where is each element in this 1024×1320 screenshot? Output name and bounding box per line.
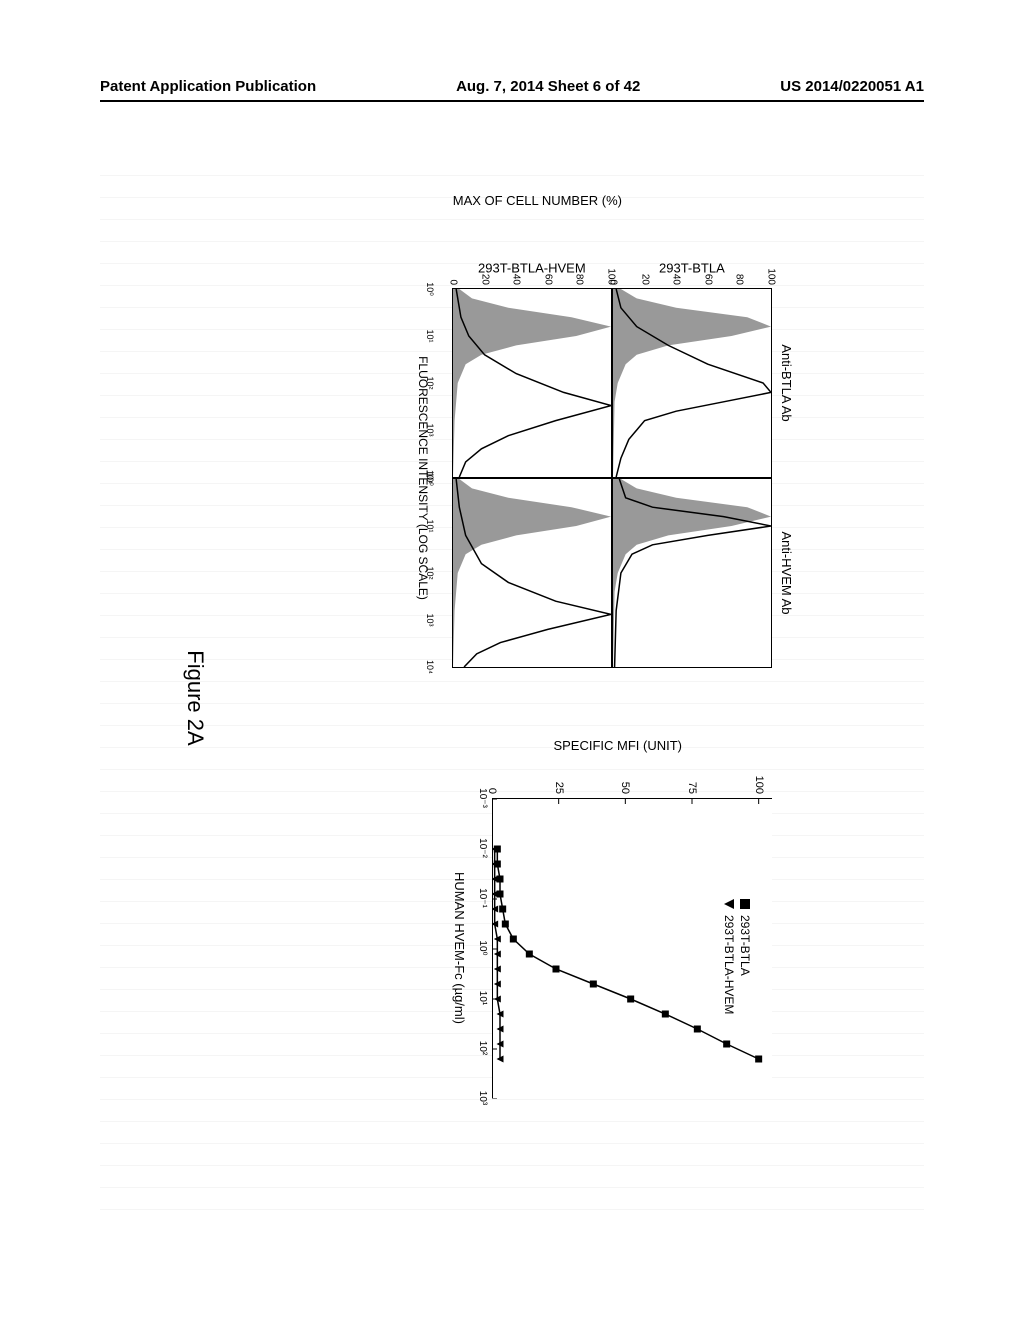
scatter-chart: SPECIFIC MFI (UNIT) 0255075100 293T-BTLA… [442, 748, 782, 1108]
scatter-plot-area: 293T-BTLA 293T-BTLA-HVEM [492, 798, 772, 1098]
scatter-y-axis-label: SPECIFIC MFI (UNIT) [553, 738, 682, 753]
header-center: Aug. 7, 2014 Sheet 6 of 42 [456, 78, 640, 95]
header-left: Patent Application Publication [100, 78, 316, 95]
hist-panel-11: 10⁰10¹10²10³10⁴ [452, 478, 612, 668]
hist-col-header-0: Anti-BTLA Ab [772, 288, 802, 478]
hist-panel-10: 020406080100 10⁰10¹10²10³10⁴ [452, 288, 612, 478]
hist-panel-01 [612, 478, 772, 668]
figure-label: Figure 2A [182, 650, 208, 745]
rotated-figure: MAX OF CELL NUMBER (%) Anti-BTLA Ab Anti… [162, 248, 862, 1148]
hist-panel-00: 020406080100 [612, 288, 772, 478]
histogram-group: MAX OF CELL NUMBER (%) Anti-BTLA Ab Anti… [442, 248, 802, 668]
hist-col-header-1: Anti-HVEM Ab [772, 478, 802, 668]
histogram-y-axis-label: MAX OF CELL NUMBER (%) [453, 193, 622, 208]
page-header: Patent Application Publication Aug. 7, 2… [0, 78, 1024, 95]
header-rule [100, 100, 924, 102]
scatter-x-axis-label: HUMAN HVEM-Fc (µg/ml) [452, 798, 467, 1098]
header-right: US 2014/0220051 A1 [780, 78, 924, 95]
figure-area: MAX OF CELL NUMBER (%) Anti-BTLA Ab Anti… [100, 175, 924, 1220]
